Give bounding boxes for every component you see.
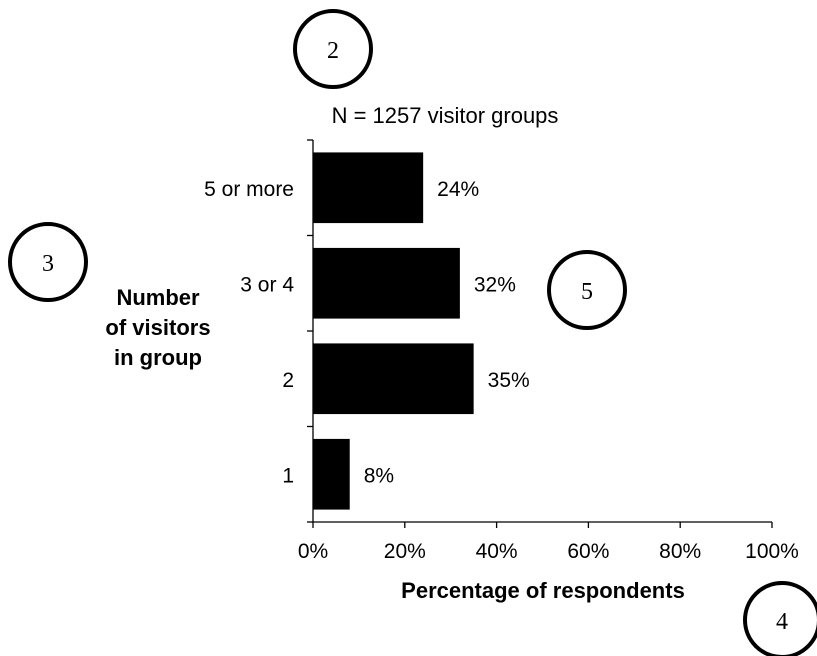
category-label-1: 3 or 4: [240, 273, 294, 296]
marker-2: 2: [293, 9, 373, 89]
x-tick-label-5: 100%: [745, 540, 799, 563]
category-label-2: 2: [282, 369, 294, 392]
marker-4-label: 4: [776, 609, 788, 635]
marker-4: 4: [743, 581, 817, 656]
marker-2-label: 2: [327, 38, 339, 64]
bar-0: [313, 152, 424, 224]
y-axis-title-line-3: in group: [114, 345, 202, 370]
chart-subtitle: N = 1257 visitor groups: [332, 103, 559, 128]
x-tick-label-0: 0%: [298, 540, 328, 563]
data-label-2: 35%: [488, 369, 530, 392]
category-label-0: 5 or more: [204, 178, 294, 201]
marker-5: 5: [547, 250, 627, 330]
category-label-3: 1: [282, 464, 294, 487]
data-label-1: 32%: [474, 273, 516, 296]
y-axis-title-line-1: Number: [116, 285, 200, 310]
marker-3: 3: [8, 222, 88, 302]
marker-3-label: 3: [42, 251, 54, 277]
axes: [307, 139, 772, 523]
x-ticks: 0% 20% 40% 60% 80% 100%: [298, 522, 799, 563]
category-labels: 5 or more 3 or 4 2 1: [204, 178, 294, 488]
x-axis-title: Percentage of respondents: [401, 578, 685, 603]
data-label-0: 24%: [437, 178, 479, 201]
x-tick-label-4: 80%: [659, 540, 701, 563]
x-tick-label-2: 40%: [476, 540, 518, 563]
marker-5-label: 5: [581, 279, 593, 305]
bar-1: [313, 247, 460, 319]
bar-2: [313, 343, 474, 415]
bar-3: [313, 438, 350, 510]
data-label-3: 8%: [364, 464, 394, 487]
data-labels: 24% 32% 35% 8%: [364, 178, 530, 488]
y-axis-title-line-2: of visitors: [105, 315, 210, 340]
bar-series: [313, 152, 474, 510]
x-tick-label-1: 20%: [384, 540, 426, 563]
x-tick-label-3: 60%: [567, 540, 609, 563]
